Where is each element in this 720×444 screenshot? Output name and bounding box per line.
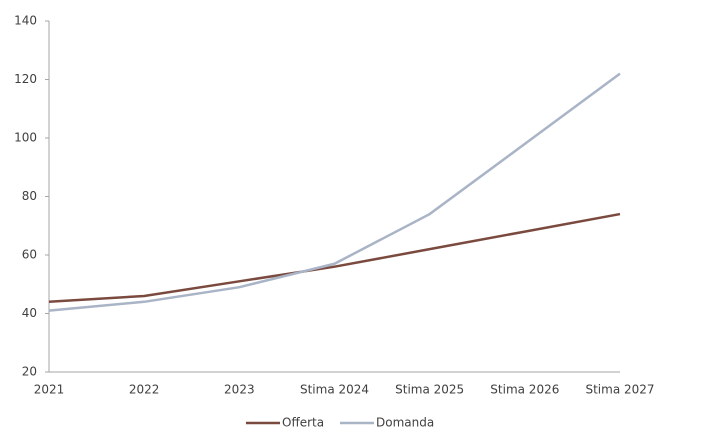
x-tick-label: Stima 2026 — [490, 383, 559, 397]
y-tick-label: 100 — [14, 131, 37, 145]
x-tick-label: 2023 — [224, 383, 255, 397]
y-tick-label: 140 — [14, 14, 37, 28]
y-tick-label: 80 — [22, 189, 37, 203]
y-tick-label: 120 — [14, 72, 37, 86]
line-series — [48, 72, 621, 312]
y-tick-label: 40 — [22, 306, 37, 320]
x-tick-label: 2022 — [129, 383, 160, 397]
x-tick-label: 2021 — [34, 383, 65, 397]
x-tick-label: Stima 2027 — [585, 383, 654, 397]
y-tick-label: 20 — [22, 365, 37, 379]
line-series — [48, 212, 621, 304]
y-tick-label: 60 — [22, 248, 37, 262]
x-tick-label: Stima 2025 — [395, 383, 464, 397]
legend-label: Domanda — [376, 416, 434, 430]
x-tick-label: Stima 2024 — [300, 383, 369, 397]
legend-label: Offerta — [282, 416, 324, 430]
